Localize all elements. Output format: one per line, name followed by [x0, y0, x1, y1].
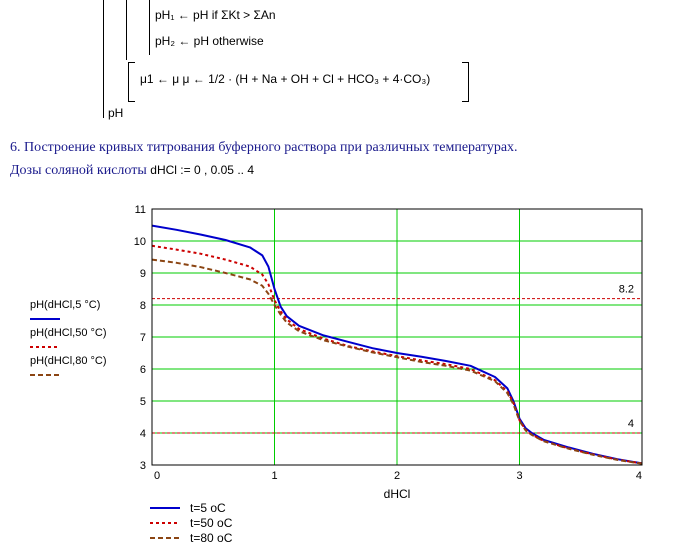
y-tick-label: 11 [135, 204, 146, 216]
y-tick-label: 7 [140, 332, 146, 344]
y-tick-label: 9 [140, 268, 146, 280]
reference-lines: 8.24 [152, 284, 642, 434]
legend: t=5 oCt=50 oCt=80 oC [150, 501, 233, 545]
reference-line-label: 4 [628, 418, 634, 430]
reference-line-label: 8.2 [619, 284, 634, 296]
program-inner-bracket-2 [149, 0, 150, 55]
x-tick-label: 0 [154, 470, 160, 482]
legend-label: t=80 oC [190, 531, 233, 545]
formula-line-2: pH₂ ← pH otherwise [155, 34, 264, 48]
y-trace-label: pH(dHCl,80 °C) [30, 355, 107, 367]
formula-bracket-left [128, 62, 135, 102]
section-heading: 6. Построение кривых титрования буферног… [10, 140, 518, 155]
x-axis-label: dHCl [384, 487, 411, 501]
program-outer-bracket [103, 0, 104, 118]
y-trace-label: pH(dHCl,5 °C) [30, 299, 100, 311]
trace-labels: pH(dHCl,5 °C) pH(dHCl,50 °C) pH(dHCl,80 °C… [30, 299, 107, 376]
formula-result: pH [108, 106, 124, 120]
y-tick-label: 8 [140, 300, 146, 312]
x-tick-label: 2 [394, 470, 400, 482]
grid-layer [151, 208, 643, 466]
formula-line-3: μ1 ← μ μ ← 1/2 · (H + Na + OH + Cl + HCO… [140, 72, 431, 86]
series-line-3 [151, 258, 643, 465]
series-line-1 [151, 224, 643, 465]
doses-label: Дозы соляной кислоты [10, 163, 147, 178]
plot-frame [151, 208, 643, 466]
series-layer [151, 224, 643, 465]
doses-math: dHCl := 0 , 0.05 .. 4 [150, 163, 254, 177]
x-tick-label: 3 [516, 470, 522, 482]
tick-labels: 3 4 5 6 7 8 9 10 11 0 1 2 3 4 [134, 204, 642, 482]
doses-line: Дозы соляной кислоты dHCl := 0 , 0.05 ..… [10, 163, 254, 179]
x-tick-label: 1 [271, 470, 277, 482]
formula-bracket-right [462, 62, 469, 102]
y-tick-label: 6 [140, 364, 146, 376]
x-tick-label: 4 [636, 470, 642, 482]
y-trace-label: pH(dHCl,50 °C) [30, 327, 107, 339]
program-inner-bracket-1 [126, 0, 127, 60]
y-tick-label: 3 [140, 460, 146, 472]
y-tick-label: 4 [140, 428, 146, 440]
y-tick-label: 5 [140, 396, 146, 408]
legend-label: t=50 oC [190, 516, 233, 530]
y-tick-label: 10 [134, 236, 146, 248]
legend-label: t=5 oC [190, 501, 226, 515]
formula-line-1: pH₁ ← pH if ΣKt > ΣAn [155, 8, 276, 22]
